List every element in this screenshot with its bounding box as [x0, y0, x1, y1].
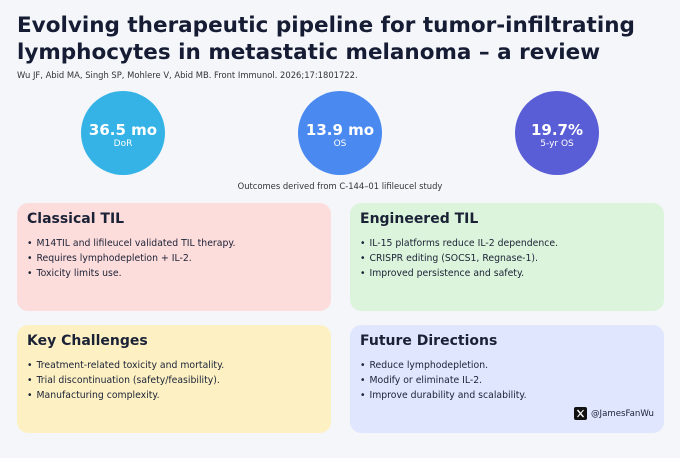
- stat-value: 13.9 mo: [305, 121, 375, 139]
- handle: @JamesFanWu: [573, 407, 654, 420]
- bullet: Treatment-related toxicity and mortality…: [27, 358, 321, 373]
- stat-circle: 13.9 mo OS: [298, 91, 382, 175]
- bullet-list: Reduce lymphodepletion.Modify or elimina…: [360, 358, 654, 403]
- citation: Wu JF, Abid MA, Singh SP, Mohlere V, Abi…: [17, 70, 358, 80]
- card: Classical TIL M14TIL and lifileucel valid…: [17, 203, 331, 311]
- bullet: M14TIL and lifileucel validated TIL ther…: [27, 236, 321, 251]
- stat-label: OS: [333, 139, 347, 149]
- card-title: Engineered TIL: [360, 211, 479, 227]
- card-title: Classical TIL: [27, 211, 125, 227]
- stat-circle: 36.5 mo DoR: [81, 91, 165, 175]
- bullet: Manufacturing complexity.: [27, 388, 321, 403]
- card: Engineered TIL IL-15 platforms reduce IL-…: [350, 203, 664, 311]
- bullet: Requires lymphodepletion + IL-2.: [27, 251, 321, 266]
- card: Key Challenges Treatment-related toxicity…: [17, 325, 331, 433]
- handle-text: @JamesFanWu: [590, 408, 654, 419]
- bullet: Improve durability and scalability.: [360, 388, 654, 403]
- card: Future Directions Reduce lymphodepletion.…: [350, 325, 664, 433]
- x-logo: [573, 407, 587, 420]
- stat-circle: 19.7% 5-yr OS: [515, 91, 599, 175]
- bullet-list: Treatment-related toxicity and mortality…: [27, 358, 321, 403]
- bullet-list: M14TIL and lifileucel validated TIL ther…: [27, 236, 321, 281]
- bullet: Improved persistence and safety.: [360, 266, 654, 281]
- bullet: CRISPR editing (SOCS1, Regnase-1).: [360, 251, 654, 266]
- card-title: Key Challenges: [27, 333, 148, 349]
- stat-label: DoR: [113, 139, 133, 149]
- bullet: Reduce lymphodepletion.: [360, 358, 654, 373]
- bullet: Toxicity limits use.: [27, 266, 321, 281]
- card-title: Future Directions: [360, 333, 498, 349]
- title: Evolving therapeutic pipeline for tumor-…: [17, 13, 635, 65]
- bullet-list: IL-15 platforms reduce IL-2 dependence.C…: [360, 236, 654, 281]
- stat-value: 19.7%: [530, 121, 584, 139]
- bullet: Trial discontinuation (safety/feasibilit…: [27, 373, 321, 388]
- stat-label: 5-yr OS: [540, 139, 574, 149]
- bullet: Modify or eliminate IL-2.: [360, 373, 654, 388]
- stat-value: 36.5 mo: [88, 121, 158, 139]
- note: Outcomes derived from C-144–01 lifileuce…: [237, 181, 443, 191]
- bullet: IL-15 platforms reduce IL-2 dependence.: [360, 236, 654, 251]
